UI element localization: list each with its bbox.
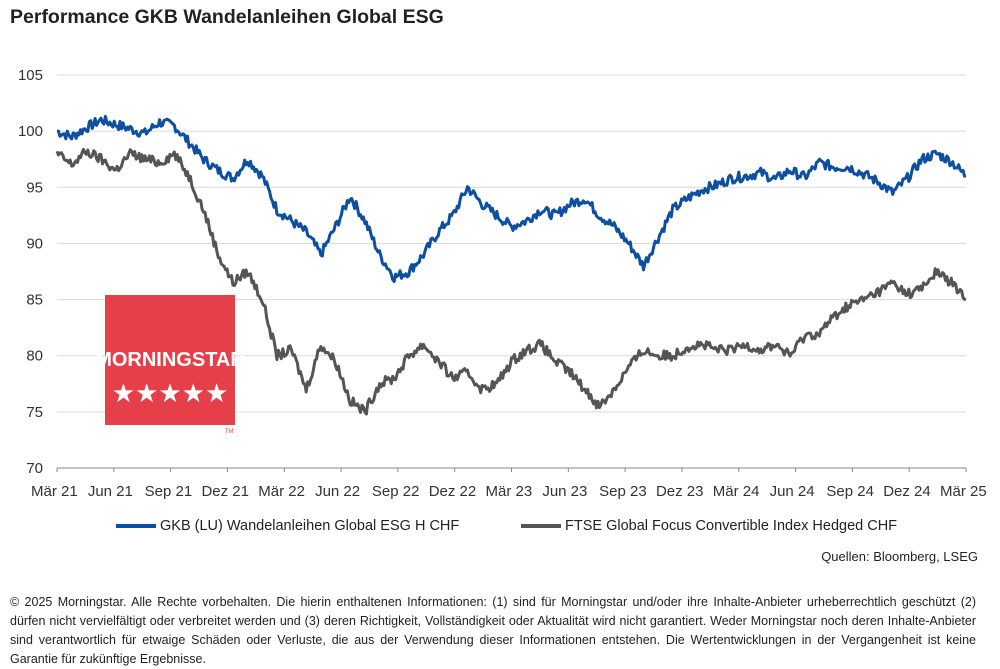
x-tick-label: Jun 22 [315,483,360,500]
y-tick-label: 70 [26,460,43,477]
logo-background [105,295,235,425]
series-line-ftse [55,147,967,416]
y-axis: 70 75 80 85 90 95 100 105 [18,67,43,477]
logo-trademark: TM [225,429,234,435]
legend-swatch-gkb [116,524,156,529]
x-tick-label: Mär 23 [486,483,533,500]
logo-stars: ★★★★★ [112,379,229,409]
x-tick-label: Jun 21 [88,483,133,500]
y-tick-label: 75 [26,404,43,421]
x-tick-label: Sep 22 [372,483,420,500]
series-lines [55,114,967,416]
legend-label-gkb: GKB (LU) Wandelanleihen Global ESG H CHF [160,518,460,534]
source-note: Quellen: Bloomberg, LSEG [821,549,978,564]
y-tick-label: 100 [18,123,43,140]
x-axis: Mär 21 Jun 21 Sep 21 Dez 21 Mär 22 Jun 22 Sep … [31,468,987,500]
y-tick-label: 95 [26,179,43,196]
morningstar-logo: MORNINGSTAR ★★★★★ TM [95,295,245,435]
x-tick-label: Dez 24 [883,483,931,500]
y-tick-label: 105 [18,67,43,84]
x-tick-label: Mär 25 [940,483,987,500]
x-tick-label: Jun 23 [542,483,587,500]
x-tick-label: Dez 22 [429,483,477,500]
x-tick-label: Jun 24 [770,483,815,500]
chart-title: Performance GKB Wandelanleihen Global ES… [10,6,444,28]
x-tick-label: Mär 22 [258,483,305,500]
legend-item-gkb: GKB (LU) Wandelanleihen Global ESG H CHF [116,518,459,534]
series-line-gkb [56,114,966,284]
logo-wordmark: MORNINGSTAR [95,349,245,371]
x-tick-label: Dez 23 [656,483,704,500]
x-tick-label: Mär 24 [713,483,760,500]
y-tick-label: 90 [26,235,43,252]
x-tick-label: Sep 23 [599,483,647,500]
x-tick-label: Sep 21 [145,483,193,500]
legend-item-ftse: FTSE Global Focus Convertible Index Hedg… [521,518,897,534]
legend-swatch-ftse [521,524,561,529]
y-tick-label: 80 [26,348,43,365]
legend-label-ftse: FTSE Global Focus Convertible Index Hedg… [565,518,898,534]
x-tick-label: Dez 21 [201,483,249,500]
disclaimer: © 2025 Morningstar. Alle Rechte vorbehal… [10,595,976,666]
y-tick-label: 85 [26,292,43,309]
x-tick-label: Mär 21 [31,483,78,500]
x-tick-label: Sep 24 [826,483,874,500]
